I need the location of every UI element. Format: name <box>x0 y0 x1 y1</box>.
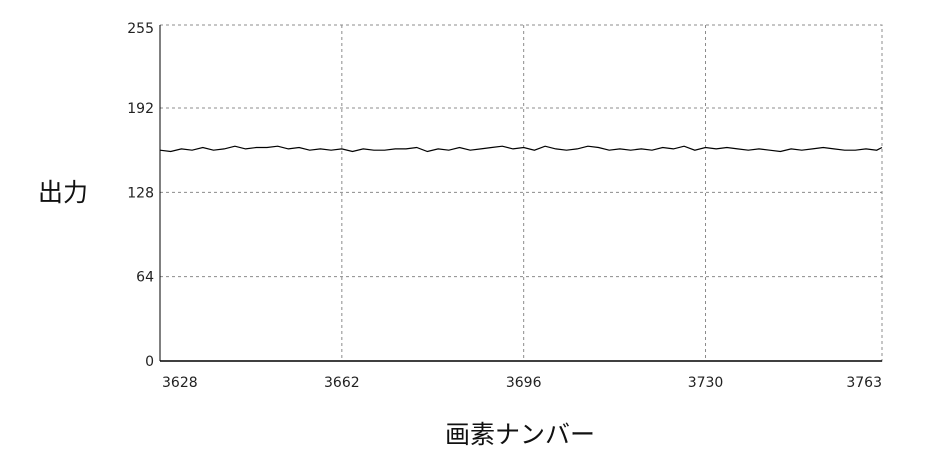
y-axis-title: 出力 <box>38 178 88 207</box>
y-tick-label: 0 <box>145 354 154 370</box>
x-tick-label: 3696 <box>506 375 542 391</box>
y-tick-label: 64 <box>136 270 154 286</box>
y-tick-label: 255 <box>127 21 154 37</box>
plot-area-frame <box>159 24 883 362</box>
x-tick-label: 3730 <box>688 375 724 391</box>
series-line <box>159 145 883 153</box>
x-tick-label: 3662 <box>324 375 360 391</box>
x-axis-title: 画素ナンバー <box>445 420 595 449</box>
y-tick-label: 192 <box>127 101 154 117</box>
x-tick-label: 3628 <box>162 375 198 391</box>
y-tick-label: 128 <box>127 185 154 201</box>
y-tick-labels: 0 64 128 192 255 <box>127 21 154 370</box>
grid-layer <box>160 25 882 361</box>
series-layer <box>159 145 883 153</box>
x-tick-labels: 3628 3662 3696 3730 3763 <box>162 375 882 391</box>
x-tick-label: 3763 <box>846 375 882 391</box>
